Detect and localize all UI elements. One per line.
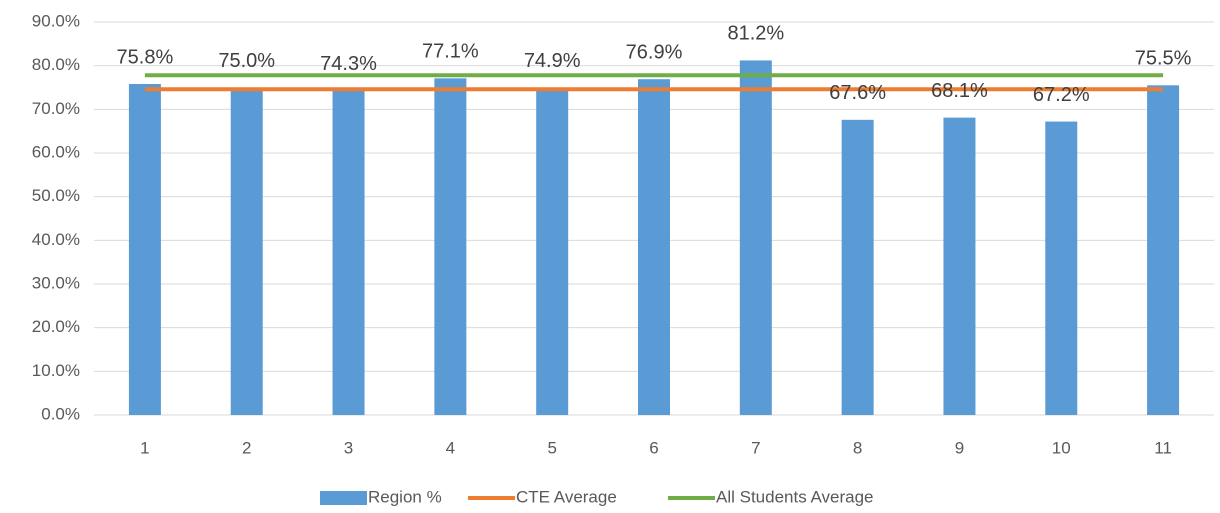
y-tick-label: 20.0% [32,317,80,336]
legend-swatch [320,491,367,505]
bar [1045,121,1078,415]
x-tick-label: 3 [344,438,353,457]
x-tick-label: 11 [1154,438,1172,457]
x-tick-label: 9 [955,438,964,457]
y-tick-label: 0.0% [41,404,80,423]
y-tick-label: 70.0% [32,99,80,118]
y-tick-label: 80.0% [32,55,80,74]
bar [332,90,365,415]
bar [739,60,772,415]
bar [638,79,670,415]
bar [230,87,263,415]
y-tick-label: 40.0% [32,230,80,249]
data-label: 76.9% [626,41,683,63]
bar [841,119,874,416]
y-tick-label: 30.0% [32,273,80,292]
x-tick-label: 10 [1052,438,1071,457]
data-label: 67.2% [1033,84,1090,106]
data-label: 68.1% [931,80,988,102]
data-label: 67.6% [829,82,886,104]
data-label: 75.5% [1135,48,1192,70]
data-label: 77.1% [422,41,479,63]
bar [1147,85,1180,416]
bar [434,78,467,415]
y-tick-label: 90.0% [32,11,80,30]
bar [128,84,161,416]
legend-label: CTE Average [516,487,617,506]
legend-label: All Students Average [716,487,874,506]
y-tick-label: 10.0% [32,361,80,380]
x-tick-label: 4 [446,438,455,457]
x-tick-label: 7 [751,438,760,457]
data-label: 74.3% [320,53,377,75]
x-tick-label: 8 [853,438,862,457]
bar [536,87,569,415]
data-label: 75.8% [117,46,174,68]
bar [943,117,976,415]
x-tick-label: 6 [649,438,658,457]
x-tick-label: 1 [140,438,149,457]
data-label: 81.2% [727,23,784,45]
data-label: 74.9% [524,50,581,72]
y-tick-label: 50.0% [32,186,80,205]
y-tick-label: 60.0% [32,142,80,161]
data-label: 75.0% [218,50,275,72]
legend-label: Region % [368,487,442,506]
x-tick-label: 5 [547,438,556,457]
x-tick-label: 2 [242,438,251,457]
